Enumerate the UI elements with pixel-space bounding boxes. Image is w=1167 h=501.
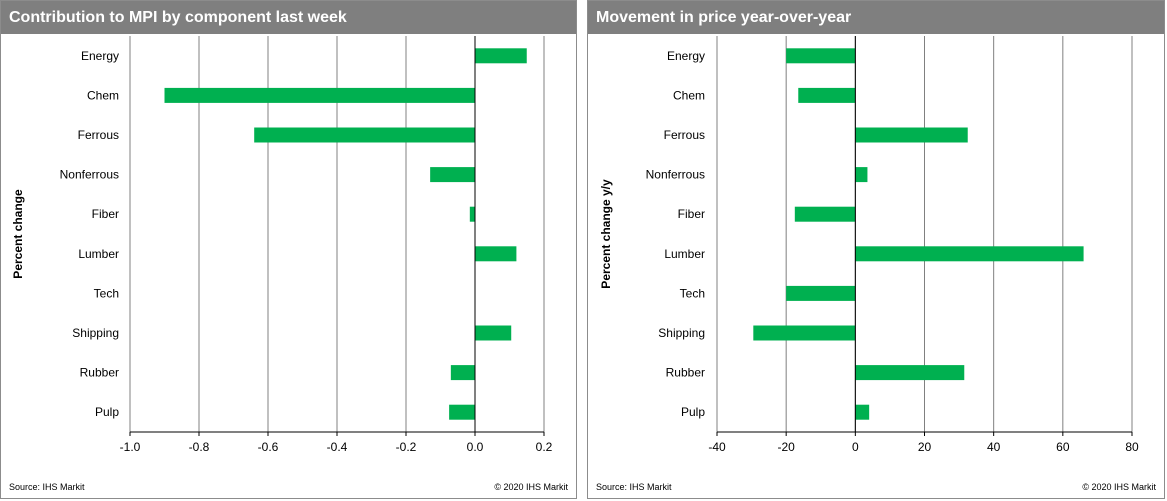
chart-panel-price-movement: -40 -20 0 20 40 60 80 Energy Chem Ferrous Nonferro… xyxy=(587,0,1165,499)
x-tick-label: 0.2 xyxy=(536,440,553,454)
category-label: Chem xyxy=(87,88,119,102)
x-tick-label: 80 xyxy=(1125,440,1139,454)
x-tick-label: 60 xyxy=(1056,440,1070,454)
x-tick-label: -0.6 xyxy=(258,440,279,454)
bar-fiber xyxy=(469,206,475,222)
x-tick-label: 40 xyxy=(987,440,1001,454)
x-tick-label: -0.2 xyxy=(396,440,417,454)
y-axis-label: Percent change xyxy=(11,189,25,279)
x-tick-label: -0.8 xyxy=(189,440,210,454)
contribution-chart: -1.0 -0.8 -0.6 -0.4 -0.2 0.0 0.2 Energy Chem Ferr… xyxy=(11,36,553,454)
copyright-note: © 2020 IHS Markit xyxy=(494,482,568,492)
x-tick-label: -40 xyxy=(708,440,726,454)
bar-tech xyxy=(786,285,856,301)
category-label: Nonferrous xyxy=(60,168,119,182)
bar-shipping xyxy=(475,325,512,341)
category-label: Nonferrous xyxy=(646,168,705,182)
bar-fiber xyxy=(794,206,856,222)
category-label: Rubber xyxy=(80,366,119,380)
bar-ferrous xyxy=(855,127,968,143)
source-note: Source: IHS Markit xyxy=(596,482,672,492)
source-note: Source: IHS Markit xyxy=(9,482,85,492)
category-label: Energy xyxy=(667,49,705,63)
bar-chem xyxy=(798,87,856,103)
bar-rubber xyxy=(450,365,475,381)
category-label: Chem xyxy=(673,88,705,102)
category-label: Fiber xyxy=(678,207,705,221)
copyright-note: © 2020 IHS Markit xyxy=(1082,482,1156,492)
category-label: Energy xyxy=(81,49,119,63)
bar-rubber xyxy=(855,365,965,381)
category-label: Tech xyxy=(94,286,119,300)
bar-energy xyxy=(786,48,856,64)
bar-lumber xyxy=(475,246,517,262)
bar-pulp xyxy=(449,404,475,420)
category-label: Pulp xyxy=(681,405,705,419)
category-label: Tech xyxy=(680,286,705,300)
chart-title: Contribution to MPI by component last we… xyxy=(1,1,576,34)
bar-ferrous xyxy=(254,127,475,143)
x-tick-label: 0 xyxy=(852,440,859,454)
chart-panel-contribution: -1.0 -0.8 -0.6 -0.4 -0.2 0.0 0.2 Energy Chem Ferr… xyxy=(0,0,577,499)
x-tick-label: -1.0 xyxy=(120,440,141,454)
category-label: Shipping xyxy=(72,326,119,340)
y-axis-label: Percent change y/y xyxy=(599,179,613,289)
x-tick-label: -0.4 xyxy=(327,440,348,454)
x-tick-label: -20 xyxy=(777,440,795,454)
x-tick-label: 0.0 xyxy=(467,440,484,454)
category-label: Fiber xyxy=(92,207,119,221)
category-label: Shipping xyxy=(658,326,705,340)
category-label: Lumber xyxy=(664,247,705,261)
category-label: Ferrous xyxy=(78,128,119,142)
price-movement-chart: -40 -20 0 20 40 60 80 Energy Chem Ferrous Nonferro… xyxy=(599,36,1139,454)
category-label: Ferrous xyxy=(664,128,705,142)
bar-chem xyxy=(164,87,475,103)
bar-pulp xyxy=(855,404,870,420)
category-label: Lumber xyxy=(78,247,119,261)
bar-nonferrous xyxy=(430,167,475,183)
bar-nonferrous xyxy=(855,167,868,183)
category-label: Pulp xyxy=(95,405,119,419)
bar-lumber xyxy=(855,246,1084,262)
bar-energy xyxy=(475,48,527,64)
bar-shipping xyxy=(753,325,856,341)
chart-title: Movement in price year-over-year xyxy=(588,1,1164,34)
category-label: Rubber xyxy=(666,366,705,380)
x-tick-label: 20 xyxy=(918,440,932,454)
